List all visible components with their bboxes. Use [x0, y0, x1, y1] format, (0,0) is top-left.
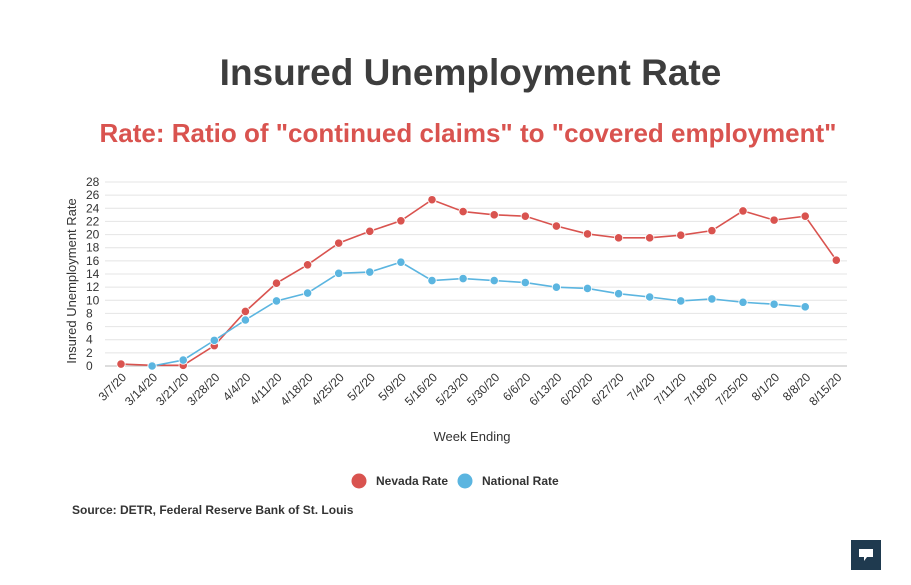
- data-point: [520, 277, 530, 288]
- data-point: [520, 211, 530, 221]
- legend-label: National Rate: [482, 474, 559, 488]
- y-tick-label: 0: [86, 359, 93, 373]
- x-axis-title: Week Ending: [433, 429, 510, 444]
- data-point: [645, 233, 655, 243]
- x-tick-label: 7/25/20: [713, 370, 751, 408]
- y-tick-label: 4: [86, 333, 93, 347]
- source-note: Source: DETR, Federal Reserve Bank of St…: [72, 503, 354, 517]
- series-line: [151, 261, 806, 367]
- data-point: [396, 216, 406, 226]
- series-lines: [116, 195, 841, 371]
- y-axis-title: Insured Unemployment Rate: [64, 198, 79, 363]
- y-tick-label: 18: [86, 241, 100, 255]
- data-point: [707, 294, 717, 304]
- legend-marker: [457, 473, 473, 489]
- y-tick-label: 24: [86, 201, 100, 215]
- y-tick-label: 2: [86, 346, 93, 360]
- data-point: [334, 268, 344, 278]
- x-tick-label: 5/16/20: [402, 370, 440, 408]
- y-tick-label: 10: [86, 293, 100, 307]
- data-point: [582, 283, 593, 294]
- y-tick-label: 16: [86, 254, 100, 268]
- x-tick-label: 6/27/20: [589, 370, 627, 408]
- x-tick-label: 8/1/20: [749, 370, 783, 404]
- x-tick-label: 7/18/20: [682, 370, 720, 408]
- x-tick-label: 5/23/20: [433, 370, 471, 408]
- y-tick-label: 26: [86, 188, 100, 202]
- data-point: [800, 211, 810, 221]
- legend-label: Nevada Rate: [376, 474, 448, 488]
- y-tick-label: 8: [86, 306, 93, 320]
- data-point: [302, 260, 313, 270]
- x-tick-label: 3/21/20: [153, 370, 191, 408]
- x-tick-label: 4/11/20: [247, 370, 285, 408]
- data-point: [365, 267, 375, 277]
- x-tick-label: 7/11/20: [651, 370, 689, 408]
- data-point: [551, 221, 562, 231]
- data-point: [707, 226, 717, 236]
- data-point: [800, 302, 810, 312]
- y-tick-label: 28: [86, 175, 100, 189]
- data-point: [365, 226, 375, 236]
- data-point: [489, 275, 499, 286]
- y-tick-label: 6: [86, 320, 93, 334]
- x-tick-label: 8/15/20: [806, 370, 844, 408]
- x-tick-label: 6/13/20: [526, 370, 564, 408]
- data-point: [645, 292, 655, 302]
- series-national-rate: [147, 257, 810, 371]
- data-point: [147, 361, 157, 371]
- data-point: [396, 257, 406, 267]
- data-point: [489, 210, 499, 220]
- y-tick-label: 14: [86, 267, 100, 281]
- chart-subtitle: Rate: Ratio of "continued claims" to "co…: [99, 118, 837, 148]
- data-point: [427, 275, 437, 286]
- data-point: [769, 215, 779, 225]
- x-ticks: 3/7/203/14/203/21/203/28/204/4/204/11/20…: [96, 370, 845, 408]
- data-point: [116, 359, 126, 369]
- data-point: [240, 306, 250, 317]
- data-point: [738, 206, 748, 216]
- chart-title: Insured Unemployment Rate: [219, 52, 722, 93]
- x-tick-label: 5/30/20: [464, 370, 502, 408]
- data-point: [458, 206, 468, 217]
- x-tick-label: 3/28/20: [184, 370, 222, 408]
- data-point: [178, 355, 188, 365]
- x-tick-label: 4/18/20: [278, 370, 316, 408]
- legend-marker: [351, 473, 367, 489]
- data-point: [209, 335, 219, 345]
- data-point: [271, 278, 282, 288]
- speech-bubble-logo-icon: [851, 540, 881, 570]
- data-point: [302, 288, 313, 298]
- data-point: [334, 238, 344, 248]
- data-point: [831, 255, 841, 265]
- data-point: [613, 289, 624, 299]
- data-point: [427, 195, 437, 205]
- y-tick-label: 12: [86, 280, 100, 294]
- data-point: [582, 229, 593, 239]
- x-tick-label: 5/2/20: [344, 370, 378, 404]
- data-point: [676, 296, 686, 306]
- data-point: [769, 299, 779, 309]
- data-point: [271, 296, 282, 306]
- data-point: [551, 282, 562, 292]
- y-tick-label: 22: [86, 214, 100, 228]
- x-tick-label: 3/14/20: [122, 370, 160, 408]
- data-point: [240, 315, 250, 325]
- legend: Nevada Rate National Rate: [351, 473, 559, 489]
- data-point: [738, 297, 748, 307]
- gridlines: [105, 181, 847, 367]
- series-line: [120, 198, 837, 367]
- data-point: [458, 273, 468, 284]
- data-point: [676, 230, 686, 240]
- y-tick-label: 20: [86, 228, 100, 242]
- data-point: [613, 233, 624, 243]
- x-tick-label: 6/20/20: [557, 370, 595, 408]
- x-tick-label: 4/25/20: [309, 370, 347, 408]
